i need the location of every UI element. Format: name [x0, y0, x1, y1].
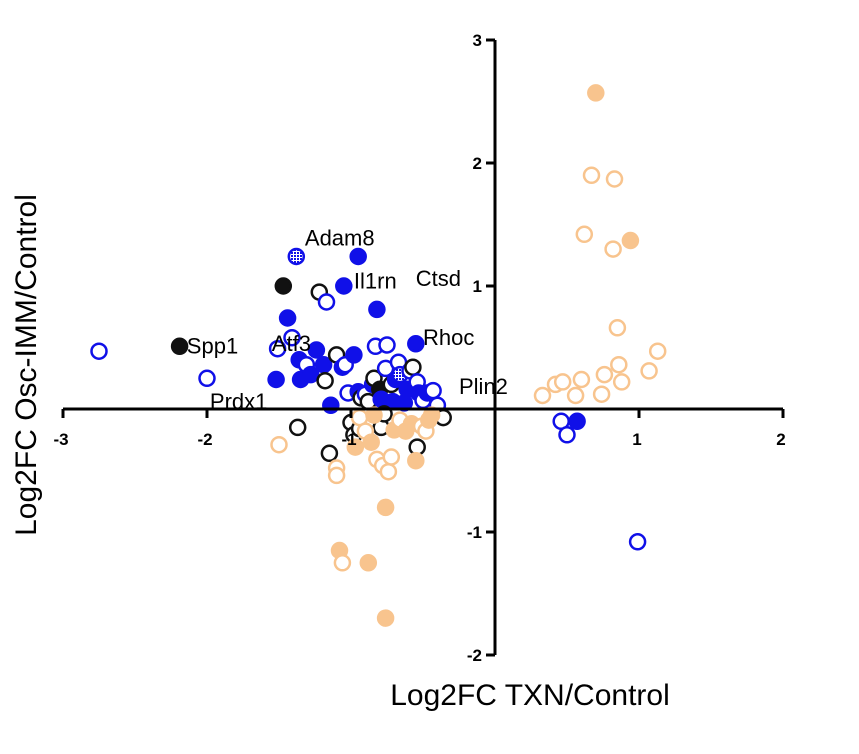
- data-points: [90, 84, 667, 627]
- data-point-orange: [359, 554, 378, 572]
- y-tick-label: -1: [467, 523, 482, 542]
- y-tick-label: 3: [473, 31, 482, 50]
- data-point-orange: [587, 84, 605, 102]
- y-axis-title: Log2FC Osc-IMM/Control: [10, 194, 43, 536]
- data-point-blue: [568, 412, 586, 431]
- y-tick-label: -2: [467, 646, 482, 665]
- data-point-orange: [333, 554, 352, 572]
- data-point-blue: [278, 309, 297, 327]
- data-point-orange: [648, 342, 667, 360]
- data-point-orange: [640, 362, 658, 380]
- gene-label-atf3: Atf3: [272, 331, 311, 356]
- data-point-orange: [376, 609, 395, 627]
- data-point-blue: [349, 247, 367, 266]
- x-tick-label: 1: [632, 430, 641, 449]
- data-point-orange: [327, 466, 346, 485]
- data-point-blue: [198, 369, 216, 388]
- data-point-orange: [379, 462, 398, 481]
- data-point-black: [170, 337, 189, 356]
- data-point-blue: [558, 426, 576, 444]
- data-point-black: [288, 418, 307, 437]
- data-point-blue: [90, 342, 108, 360]
- gene-label-rhoc: Rhoc: [423, 325, 474, 350]
- data-point-blue: [317, 293, 336, 311]
- data-point-blue: [407, 335, 425, 353]
- data-point-blue: [267, 370, 285, 389]
- data-point-blue: [424, 381, 442, 400]
- gene-label-ctsd: Ctsd: [416, 266, 461, 291]
- data-point-blue: [307, 341, 326, 359]
- gene-label-il1rn: Il1rn: [354, 269, 397, 294]
- gene-label-adam8: Adam8: [305, 225, 375, 250]
- data-point-blue: [335, 277, 353, 295]
- data-point-orange: [575, 225, 594, 244]
- data-point-orange: [592, 385, 611, 403]
- data-point-orange: [610, 355, 628, 374]
- axes: [63, 40, 783, 655]
- data-point-orange: [270, 435, 288, 454]
- data-point-blue: [322, 396, 340, 415]
- x-tick-label: -3: [53, 430, 68, 449]
- x-tick-label: -2: [197, 430, 212, 449]
- data-point-orange: [362, 433, 380, 451]
- x-tick-label: -1: [341, 430, 356, 449]
- data-point-black: [320, 444, 339, 463]
- x-axis-title: Log2FC TXN/Control: [390, 679, 670, 712]
- data-point-blue: [314, 355, 333, 374]
- data-point-orange: [612, 373, 631, 391]
- data-point-black: [316, 371, 334, 390]
- data-point-orange: [553, 373, 572, 391]
- data-point-orange: [595, 365, 614, 384]
- data-point-orange: [407, 451, 425, 470]
- data-point-orange: [604, 240, 622, 258]
- data-point-black: [404, 358, 422, 376]
- data-point-orange: [582, 166, 601, 185]
- data-point-blue: [368, 300, 386, 319]
- data-point-blue: [268, 339, 287, 358]
- data-point-blue: [628, 533, 647, 551]
- data-point-blue: [283, 328, 301, 347]
- data-point-blue: [378, 336, 396, 354]
- data-point-blue: [301, 365, 320, 384]
- y-tick-label: 1: [473, 277, 482, 296]
- data-point-orange: [605, 170, 624, 188]
- data-point-orange: [621, 231, 640, 250]
- data-point-orange: [376, 498, 395, 517]
- data-point-blue: [287, 247, 306, 266]
- data-point-orange: [566, 386, 585, 405]
- data-point-orange: [382, 448, 401, 466]
- gene-label-prdx1: Prdx1: [210, 389, 267, 414]
- gene-label-spp1: Spp1: [187, 334, 238, 359]
- data-point-blue: [345, 346, 363, 364]
- x-tick-label: 2: [776, 430, 785, 449]
- gene-label-plin2: Plin2: [459, 374, 508, 399]
- data-point-orange: [608, 319, 627, 337]
- data-point-black: [274, 277, 293, 295]
- gene-annotations: Adam8 Ctsd Il1rn Spp1 Atf3 Rhoc Plin2 Prdx1: [187, 225, 508, 414]
- data-point-orange: [533, 386, 552, 405]
- data-point-orange: [572, 370, 591, 389]
- y-tick-label: 2: [473, 154, 482, 173]
- axis-ticks: -3 -2 -1 1 2 3 2 1 -1 -2: [53, 31, 785, 665]
- data-point-orange: [346, 438, 365, 456]
